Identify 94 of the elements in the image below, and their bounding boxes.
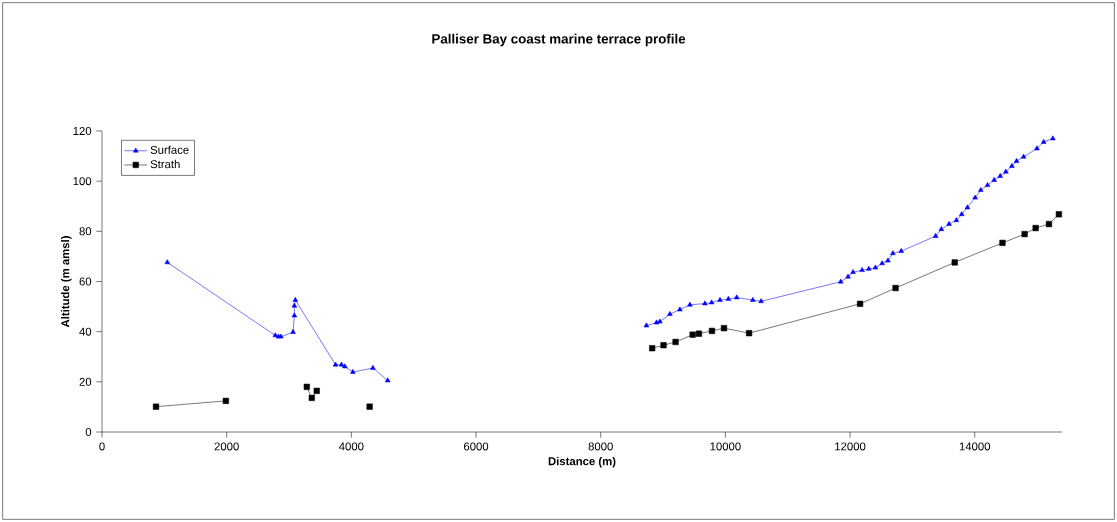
point	[350, 368, 356, 374]
point	[313, 387, 320, 394]
x-tick-label: 10000	[710, 442, 741, 451]
point	[1020, 153, 1027, 159]
legend-label: Strath	[150, 159, 180, 169]
point	[984, 182, 991, 187]
point	[672, 338, 679, 346]
point	[291, 302, 298, 308]
point	[999, 239, 1006, 246]
y-tick-label: 60	[79, 277, 92, 286]
y-tick-label: 0	[85, 428, 92, 437]
point	[720, 325, 728, 332]
point	[1021, 231, 1028, 238]
y-tick-label: 120	[73, 127, 92, 136]
point	[649, 345, 656, 352]
point	[1045, 220, 1053, 228]
point	[222, 397, 229, 404]
point	[932, 233, 939, 238]
point	[879, 260, 885, 266]
legend-label: Surface	[150, 145, 189, 154]
point	[885, 257, 891, 263]
point	[708, 327, 716, 334]
x-tick-label: 14000	[959, 442, 991, 451]
point	[164, 259, 171, 265]
point	[385, 377, 391, 383]
point	[1032, 225, 1039, 232]
point	[292, 296, 299, 302]
y-tick-label: 80	[79, 227, 92, 236]
y-tick-label: 20	[79, 377, 92, 386]
point	[872, 264, 879, 270]
point	[997, 173, 1003, 178]
point	[866, 265, 872, 271]
point	[951, 259, 958, 266]
chart-title: Palliser Bay coast marine terrace profile	[432, 33, 686, 47]
point	[308, 394, 315, 401]
x-tick-label: 0	[99, 442, 105, 451]
point	[366, 403, 373, 410]
point	[746, 330, 753, 337]
point	[750, 296, 756, 302]
point	[152, 403, 160, 410]
point	[725, 295, 732, 301]
point	[953, 217, 960, 222]
point	[946, 220, 952, 226]
point	[890, 250, 896, 256]
x-tick-label: 2000	[214, 442, 239, 451]
point	[734, 294, 740, 300]
point	[689, 331, 696, 338]
point	[278, 333, 284, 339]
point	[702, 300, 708, 306]
point	[717, 296, 723, 302]
point	[857, 300, 864, 307]
point	[657, 318, 663, 324]
point	[991, 177, 997, 182]
point	[1040, 138, 1047, 144]
point	[677, 306, 683, 312]
point	[845, 273, 851, 279]
point	[643, 322, 650, 328]
point	[687, 301, 693, 307]
point	[1034, 145, 1040, 151]
point	[1003, 168, 1009, 174]
y-axis-title: Altitude (m amsl)	[60, 236, 72, 328]
point	[892, 284, 899, 292]
point	[850, 269, 856, 274]
point	[959, 211, 965, 216]
point	[667, 311, 673, 316]
x-tick-label: 6000	[464, 442, 489, 451]
point	[332, 361, 339, 367]
point	[291, 312, 298, 318]
point	[972, 194, 978, 200]
point	[1009, 163, 1015, 168]
point	[290, 329, 296, 334]
x-axis-title: Distance (m)	[548, 456, 616, 468]
point	[838, 278, 844, 284]
point	[708, 299, 715, 305]
point	[938, 226, 945, 231]
y-tick-label: 40	[79, 327, 92, 336]
point	[964, 204, 971, 210]
x-tick-label: 4000	[339, 442, 364, 451]
point	[303, 383, 310, 390]
point	[1050, 135, 1056, 141]
point	[758, 298, 764, 303]
y-tick-label: 100	[73, 177, 92, 186]
point	[338, 361, 345, 367]
point	[978, 187, 984, 192]
point	[695, 330, 703, 337]
point	[660, 342, 667, 349]
x-tick-label: 12000	[835, 442, 866, 451]
point	[370, 364, 376, 370]
point	[859, 267, 865, 272]
x-tick-label: 8000	[588, 442, 613, 451]
point	[1013, 158, 1020, 163]
point	[342, 363, 348, 369]
point	[898, 248, 904, 253]
point	[1055, 211, 1062, 218]
